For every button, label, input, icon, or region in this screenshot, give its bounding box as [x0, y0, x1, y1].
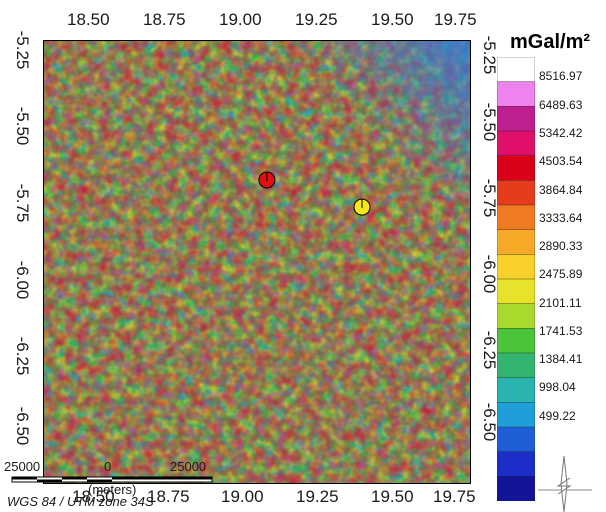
legend-label: 499.22	[539, 409, 576, 423]
legend-label: 6489.63	[539, 98, 583, 112]
scale-label-right: 25000	[170, 459, 207, 474]
top-lon-label: 18.75	[143, 10, 186, 29]
legend-label: 2101.11	[539, 296, 582, 310]
legend-swatch	[497, 254, 535, 280]
bottom-lon-label: 18.75	[147, 487, 190, 506]
left-lat-label: -5.25	[13, 30, 32, 70]
top-lon-label: 19.00	[219, 10, 262, 29]
legend-swatch	[497, 229, 535, 256]
legend-label: 3333.64	[539, 211, 583, 225]
right-lat-label: -6.00	[480, 254, 499, 294]
projection-label: WGS 84 / UTM zone 34S	[7, 494, 154, 509]
bottom-lon-label: 19.50	[371, 487, 414, 506]
legend-label: 8516.97	[539, 69, 583, 83]
legend-swatch	[497, 328, 535, 354]
scale-unit: (meters)	[88, 482, 137, 497]
bottom-lon-label: 19.75	[433, 487, 476, 506]
marker-layer	[258, 171, 371, 216]
legend-swatch	[497, 377, 535, 404]
legend-label: 2890.33	[539, 239, 583, 253]
left-lat-label: -6.25	[13, 336, 32, 376]
legend-label: 5342.42	[539, 126, 583, 140]
legend-swatch	[497, 204, 535, 231]
right-lat-label: -6.50	[480, 402, 499, 442]
legend-label: 2475.89	[539, 267, 583, 281]
legend-label: 3864.84	[539, 183, 583, 197]
north-arrow-icon	[538, 456, 592, 512]
bottom-lon-label: 18.50	[72, 487, 115, 506]
legend-swatch	[497, 426, 535, 453]
anomaly-map	[43, 40, 471, 484]
legend-swatch	[497, 278, 535, 305]
left-lat-label: -5.50	[13, 106, 32, 146]
legend-swatch	[497, 476, 535, 501]
scale-label-left: 25000	[4, 459, 41, 474]
legend-swatch	[497, 81, 535, 108]
bottom-lon-label: 19.25	[296, 487, 339, 506]
left-lat-label: -5.75	[13, 183, 32, 223]
top-lon-label: 19.75	[434, 10, 477, 29]
color-scale-bar	[497, 57, 535, 501]
right-lat-label: -5.50	[480, 102, 499, 142]
scale-bar	[11, 476, 213, 483]
legend-swatch	[497, 180, 535, 206]
bottom-lon-label: 19.00	[221, 487, 264, 506]
right-lat-label: -5.25	[480, 35, 499, 75]
top-lon-label: 18.50	[67, 10, 110, 29]
legend-swatch	[497, 106, 535, 132]
right-lat-label: -5.75	[480, 178, 499, 218]
legend-swatch	[497, 451, 535, 478]
legend-swatch	[497, 303, 535, 330]
legend-label: 998.04	[539, 380, 576, 394]
legend-swatch	[497, 402, 535, 428]
legend-swatch	[497, 155, 535, 182]
left-lat-label: -6.00	[13, 260, 32, 300]
legend-title: mGal/m²	[510, 31, 591, 53]
left-lat-label: -6.50	[13, 406, 32, 446]
scale-label-zero: 0	[104, 459, 112, 474]
legend-swatch	[497, 130, 535, 157]
top-lon-label: 19.25	[295, 10, 338, 29]
top-lon-label: 19.50	[371, 10, 414, 29]
anomaly-raster	[44, 41, 470, 483]
legend-swatch	[497, 352, 535, 379]
legend-label: 1741.53	[539, 324, 583, 338]
legend-label: 4503.54	[539, 154, 583, 168]
legend-label: 1384.41	[539, 352, 583, 366]
legend-swatch	[497, 57, 535, 83]
right-lat-label: -6.25	[480, 330, 499, 370]
